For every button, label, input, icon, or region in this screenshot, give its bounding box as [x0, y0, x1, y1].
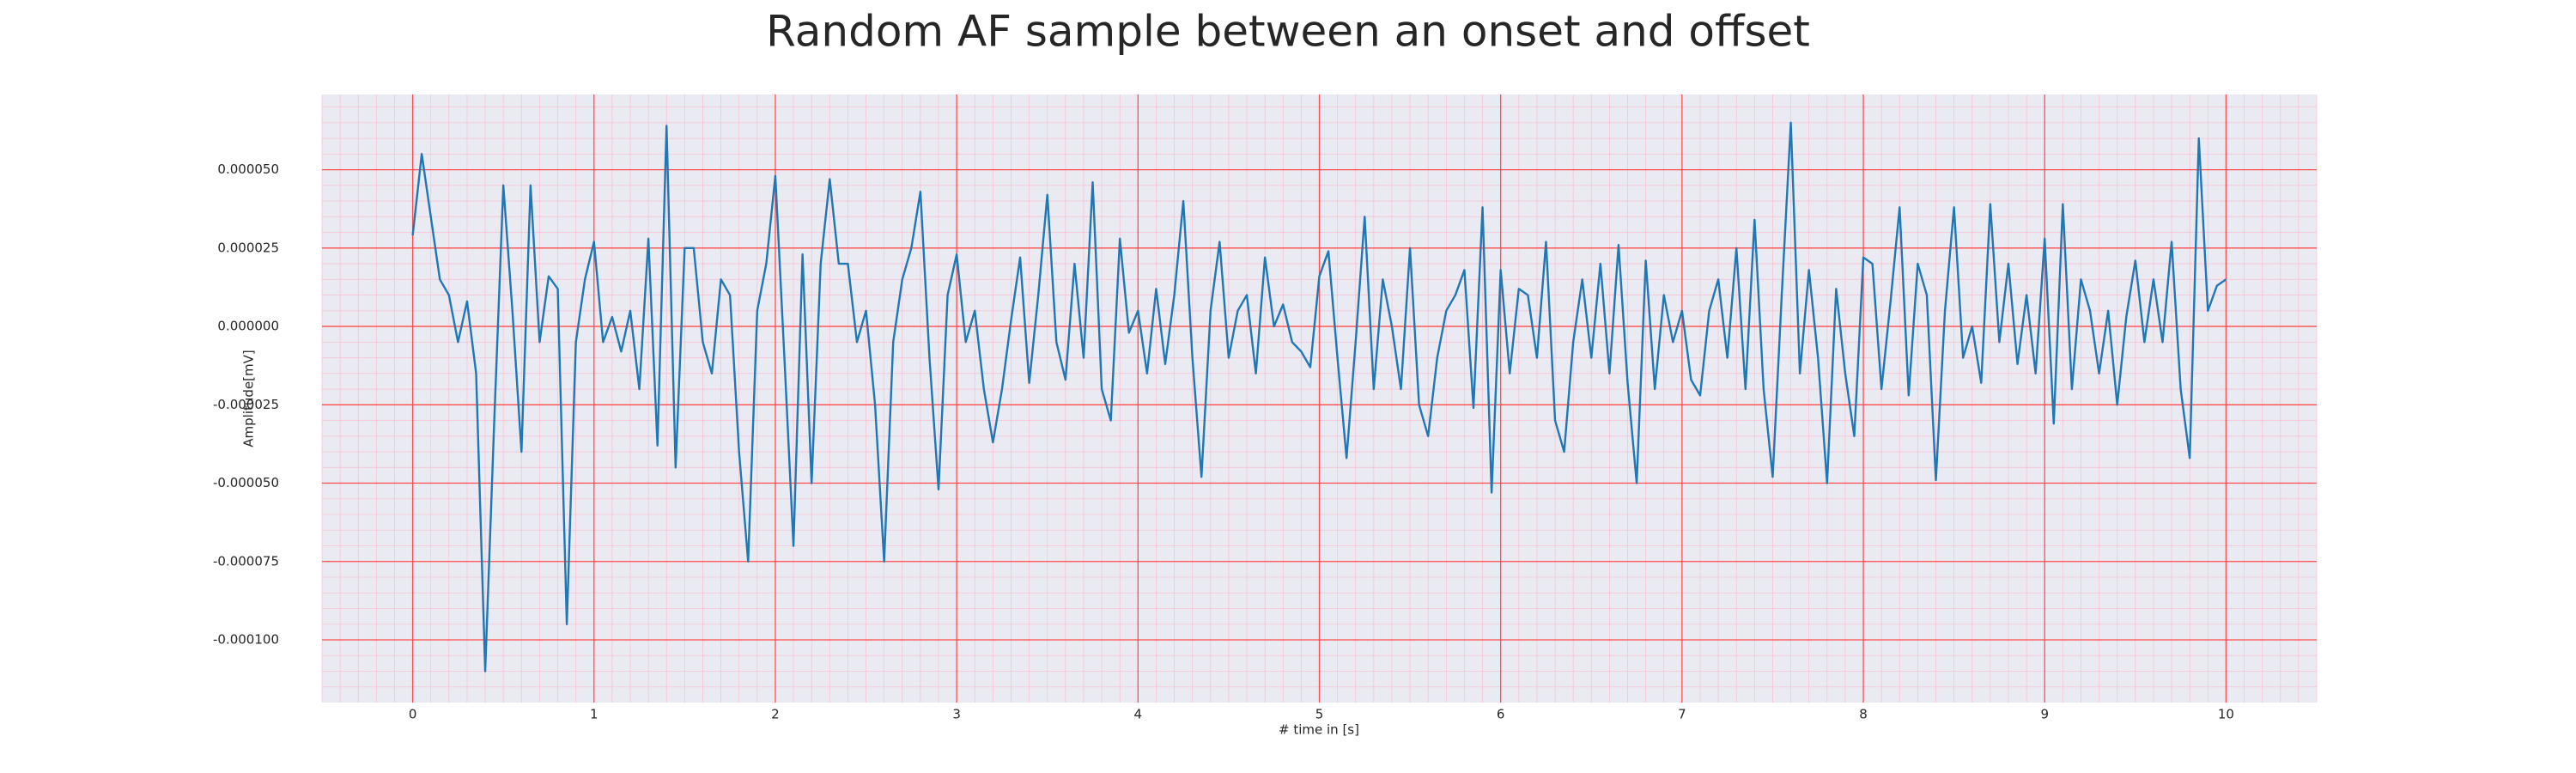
y-tick-label: 0.000025	[217, 240, 279, 255]
x-tick-label: 2	[771, 707, 780, 722]
y-tick-label: -0.000025	[213, 397, 279, 412]
x-tick-label: 7	[1678, 707, 1686, 722]
x-axis-label: # time in [s]	[1279, 722, 1359, 738]
x-tick-label: 8	[1859, 707, 1868, 722]
x-tick-label: 3	[952, 707, 961, 722]
chart-title: Random AF sample between an onset and of…	[766, 7, 1810, 57]
x-tick-label: 6	[1497, 707, 1505, 722]
x-tick-label: 9	[2040, 707, 2049, 722]
major-grid	[322, 94, 2317, 703]
x-tick-label: 1	[590, 707, 598, 722]
x-tick-label: 0	[409, 707, 417, 722]
data-layer	[411, 121, 2227, 673]
y-axis-label: Amplitude[mV]	[241, 350, 257, 447]
x-tick-label: 4	[1134, 707, 1143, 722]
y-tick-label: 0.000000	[217, 319, 279, 334]
y-tick-label: -0.000050	[213, 475, 279, 490]
x-tick-label: 5	[1315, 707, 1324, 722]
y-tick-label: 0.000050	[217, 161, 279, 177]
y-tick-label: -0.000075	[213, 553, 279, 569]
x-tick-label: 10	[2218, 707, 2234, 722]
signal-line	[411, 121, 2227, 673]
y-tick-label: -0.000100	[213, 632, 279, 648]
